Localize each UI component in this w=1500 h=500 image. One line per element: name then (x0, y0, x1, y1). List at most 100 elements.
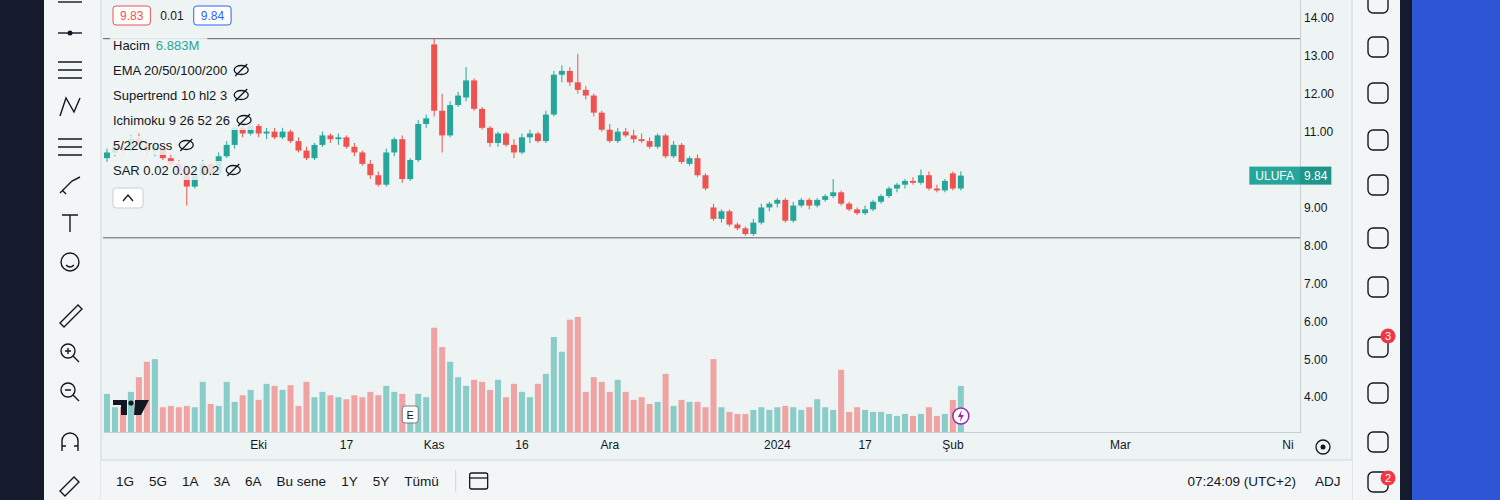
candle-body (894, 185, 900, 189)
tool-glyph[interactable] (60, 177, 80, 194)
sidebar-button[interactable] (1368, 37, 1388, 57)
eye-slash[interactable] (238, 114, 250, 126)
sidebar-button[interactable] (1368, 175, 1388, 195)
sidebar-button[interactable] (1368, 432, 1388, 452)
badge-dot[interactable] (1381, 329, 1396, 344)
candle (583, 86, 589, 99)
range-button[interactable]: 5Y (373, 474, 390, 489)
candle-body (431, 44, 437, 110)
candle-body (862, 209, 868, 213)
eye-slash[interactable] (227, 164, 239, 176)
range-button[interactable]: 6A (245, 474, 262, 489)
tool-pattern[interactable] (60, 98, 80, 116)
badge-count[interactable]: 2 (1385, 472, 1391, 484)
sidebar-button[interactable] (1368, 130, 1388, 150)
y-tick: 4.00 (1300, 390, 1328, 404)
volume-bar (702, 407, 708, 432)
tool-glyph[interactable] (65, 390, 79, 401)
badge-count[interactable]: 3 (1385, 330, 1391, 342)
sidebar-icon[interactable] (1368, 383, 1388, 403)
eye-slash[interactable] (235, 64, 247, 76)
tool-top[interactable] (58, 2, 82, 3)
visibility-toggle[interactable] (179, 139, 193, 151)
tool-glyph[interactable] (58, 139, 82, 155)
calendar-line[interactable] (470, 477, 488, 478)
candle (726, 209, 732, 226)
range-button[interactable]: Tümü (404, 474, 439, 489)
eye-slash[interactable] (235, 89, 247, 101)
realtime-marker[interactable] (953, 408, 969, 424)
sidebar-icon[interactable] (1368, 175, 1388, 195)
range-button[interactable]: 5G (149, 474, 167, 489)
last-price: 9.84 (1304, 169, 1328, 183)
settings-icon[interactable] (1316, 440, 1330, 454)
sidebar-button[interactable] (1368, 277, 1388, 297)
tool-zoom-in[interactable] (61, 344, 79, 362)
sidebar-icon[interactable] (1368, 0, 1388, 13)
volume-bar (726, 412, 732, 432)
tool-glyph[interactable] (65, 348, 79, 362)
tool-glyph[interactable] (58, 62, 82, 78)
tool-ruler[interactable] (60, 305, 82, 327)
range-button[interactable]: 3A (214, 474, 231, 489)
collapse-button[interactable] (113, 188, 143, 208)
tool-lines[interactable] (58, 62, 82, 78)
range-button[interactable]: 1G (116, 474, 134, 489)
sidebar-icon[interactable] (1368, 432, 1388, 452)
range-button[interactable]: Bu sene (277, 474, 327, 489)
sidebar-icon[interactable] (1368, 37, 1388, 57)
collapse-chevron[interactable] (123, 195, 133, 201)
sidebar-icon[interactable] (1368, 130, 1388, 150)
tool-glyph[interactable] (60, 305, 82, 327)
settings-ring[interactable] (1316, 440, 1330, 454)
tool-zoom-out[interactable] (61, 383, 79, 401)
tool-dot[interactable] (68, 31, 73, 36)
volume-bar (838, 370, 844, 432)
tool-glyph[interactable] (61, 253, 79, 271)
sidebar-button[interactable] (1368, 83, 1388, 103)
eye-slash[interactable] (180, 139, 192, 151)
range-button[interactable]: 1Y (341, 474, 358, 489)
notification-badge[interactable]: 3 (1381, 329, 1396, 344)
tool-fib[interactable] (58, 139, 82, 155)
tool-text[interactable] (62, 215, 78, 232)
legend-collapse[interactable] (113, 188, 143, 208)
tool-glyph[interactable] (62, 215, 78, 232)
visibility-toggle[interactable] (234, 64, 248, 76)
event-box[interactable] (402, 406, 418, 423)
sidebar-button[interactable] (1368, 228, 1388, 248)
tool-glyph[interactable] (58, 1, 82, 2)
y-tick-label: 14.00 (1304, 11, 1334, 25)
sidebar-button[interactable] (1368, 383, 1388, 403)
volume-bar (942, 414, 948, 432)
tool-emoji[interactable] (61, 253, 79, 271)
tool-glyph[interactable] (62, 433, 78, 451)
visibility-toggle[interactable] (234, 89, 248, 101)
y-tick-label: 6.00 (1304, 315, 1328, 329)
tool-lock[interactable] (60, 477, 79, 496)
sidebar-icon[interactable] (1368, 277, 1388, 297)
sidebar-icon[interactable] (1368, 83, 1388, 103)
sidebar-button[interactable] (1368, 0, 1388, 13)
sidebar-icon[interactable] (1368, 228, 1388, 248)
event-label[interactable]: E (407, 409, 414, 421)
range-button[interactable]: 1A (182, 474, 199, 489)
marker-circle[interactable] (953, 408, 969, 424)
tool-magnet[interactable] (62, 433, 78, 451)
tool-crosshair[interactable] (58, 31, 82, 36)
settings-dot[interactable] (1321, 445, 1326, 450)
tool-glyph[interactable] (60, 98, 80, 116)
visibility-toggle[interactable] (226, 164, 240, 176)
badge-dot[interactable] (1381, 471, 1396, 486)
visibility-toggle[interactable] (237, 114, 251, 126)
date-range-icon[interactable] (470, 473, 488, 489)
tool-glyph[interactable] (60, 477, 79, 496)
tool-brush[interactable] (60, 177, 80, 194)
adjust-toggle[interactable]: ADJ (1315, 474, 1341, 489)
volume-bar (367, 392, 373, 432)
tool-glyph[interactable] (66, 265, 74, 267)
notification-badge[interactable]: 2 (1381, 471, 1396, 486)
marker-bolt[interactable] (958, 410, 964, 422)
event-marker[interactable]: E (402, 406, 418, 423)
calendar-frame[interactable] (470, 473, 488, 489)
